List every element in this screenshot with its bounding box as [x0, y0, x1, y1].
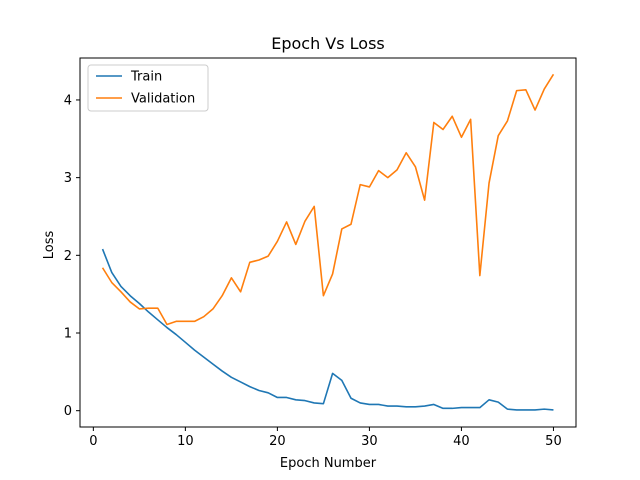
- y-tick-label-4: 4: [64, 93, 72, 108]
- x-tick-label-40: 40: [453, 434, 470, 449]
- legend: Train Validation: [87, 64, 209, 112]
- y-axis-label: Loss: [42, 231, 57, 260]
- ticks-layer: 0 10 20 30 40 50 0 1 2 3 4: [64, 93, 562, 449]
- y-tick-label-3: 3: [64, 171, 72, 186]
- x-tick-label-20: 20: [269, 434, 286, 449]
- x-tick-label-30: 30: [361, 434, 378, 449]
- series-line-train: [101, 248, 554, 411]
- x-axis-label: Epoch Number: [280, 456, 377, 471]
- legend-label-train: Train: [130, 70, 162, 85]
- x-tick-label-50: 50: [545, 434, 562, 449]
- plot-frame: [79, 57, 577, 428]
- y-tick-label-2: 2: [64, 249, 72, 264]
- x-tick-label-0: 0: [89, 434, 97, 449]
- x-tick-label-10: 10: [177, 434, 194, 449]
- series-line-validation: [101, 73, 555, 326]
- lines-layer: [101, 73, 555, 411]
- y-tick-label-1: 1: [64, 327, 72, 342]
- y-tick-label-0: 0: [64, 404, 72, 419]
- legend-label-validation: Validation: [131, 92, 195, 107]
- chart-title: Epoch Vs Loss: [271, 34, 385, 53]
